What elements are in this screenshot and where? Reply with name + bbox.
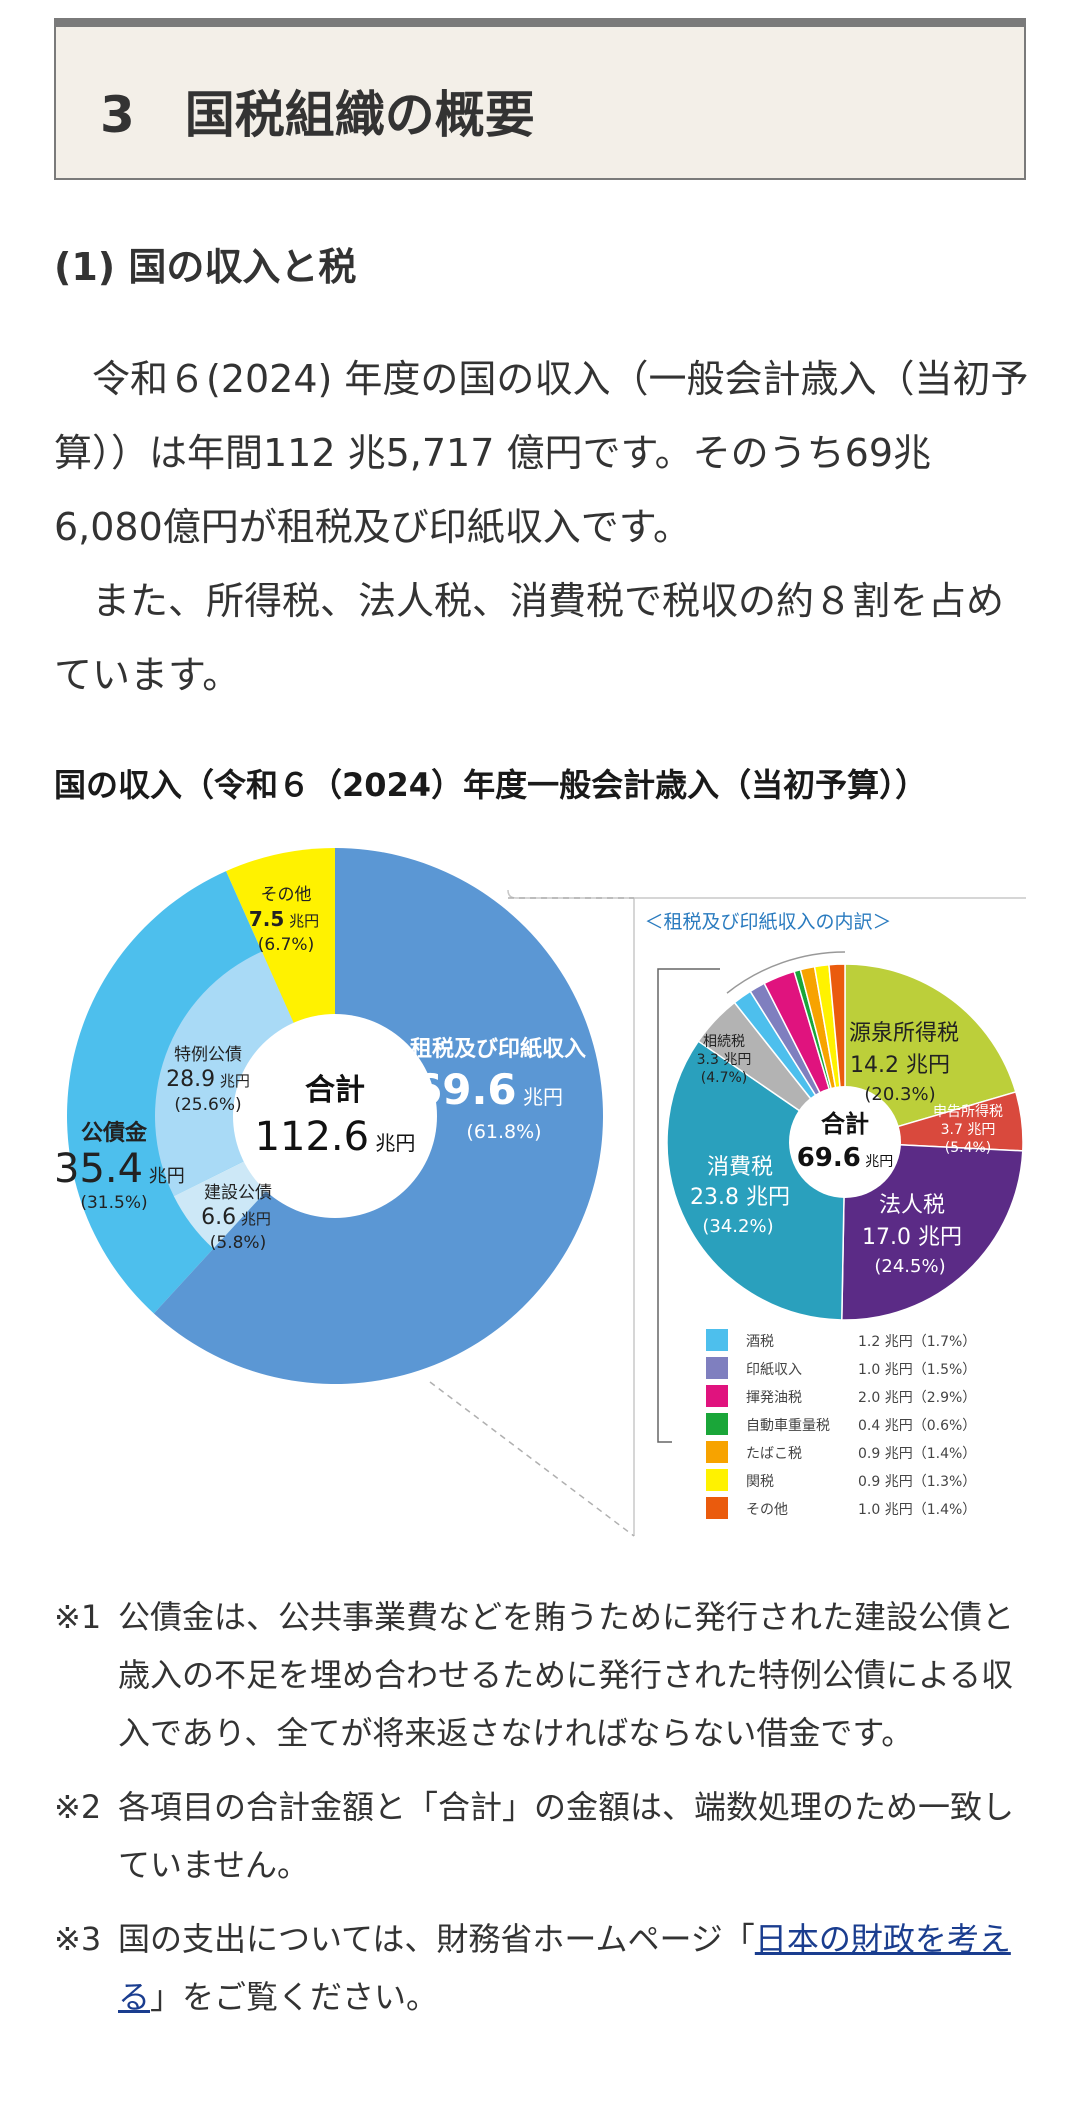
intro-paragraph-2: また、所得税、法人税、消費税で税収の約８割を占めています。: [54, 579, 1005, 697]
pie1-total-unit: 兆円: [369, 1131, 415, 1155]
note-2: ※2 各項目の合計金額と「合計」の金額は、端数処理のため一致していません。: [54, 1778, 1044, 1894]
legend-name-7: その他: [746, 1502, 788, 1518]
label-tax-stamp-name: 租税及び印紙収入: [410, 1036, 586, 1062]
legend-name-2: 印紙収入: [746, 1362, 802, 1378]
label-self-assessed-name: 申告所得税: [933, 1103, 1003, 1120]
label-self-assessed-value: 3.7 兆円: [941, 1122, 996, 1138]
breakdown-slice-1: [844, 963, 1017, 1144]
label-consumption-pct: (34.2%): [702, 1216, 773, 1237]
legend-swatch-2: [706, 1357, 728, 1379]
label-public-bonds-pct: (31.5%): [80, 1193, 147, 1213]
label-deficit-bonds-unit: 兆円: [215, 1072, 250, 1090]
legend-value-1: 1.2 兆円（1.7%）: [858, 1334, 976, 1350]
note-3-number: ※3: [54, 1920, 102, 1958]
note-1: ※1 公債金は、公共事業費などを賄うために発行された建設公債と歳入の不足を埋め合…: [54, 1588, 1044, 1762]
pie2-total-unit: 兆円: [861, 1154, 893, 1170]
section-title: 3 国税組織の概要: [100, 86, 535, 144]
section-header: 3 国税組織の概要: [54, 18, 1026, 180]
legend-value-3: 2.0 兆円（2.9%）: [858, 1390, 976, 1406]
legend-value-4: 0.4 兆円（0.6%）: [858, 1418, 976, 1434]
pie2-subtitle: ＜租税及び印紙収入の内訳＞: [644, 911, 891, 933]
notes: ※1 公債金は、公共事業費などを賄うために発行された建設公債と歳入の不足を埋め合…: [54, 1588, 1044, 2042]
label-corporate-pct: (24.5%): [874, 1256, 945, 1277]
intro-text: 令和６(2024) 年度の国の収入（一般会計歳入（当初予算））は年間112 兆5…: [54, 342, 1034, 712]
pie2-hole: [789, 1086, 901, 1198]
pie1-total-title: 合計: [305, 1073, 365, 1108]
label-consumption-value: 23.8 兆円: [690, 1185, 790, 1210]
label-deficit-bonds-pct: (25.6%): [174, 1095, 241, 1115]
legend-swatch-3: [706, 1385, 728, 1407]
label-withholding-pct: (20.3%): [864, 1084, 935, 1105]
label-inheritance-value: 3.3 兆円: [697, 1052, 752, 1068]
legend-name-3: 揮発油税: [746, 1390, 802, 1406]
legend-name-4: 自動車重量税: [746, 1417, 830, 1434]
legend-value-6: 0.9 兆円（1.3%）: [858, 1474, 976, 1490]
label-tax-stamp-pct: (61.8%): [466, 1121, 541, 1143]
legend-swatch-4: [706, 1413, 728, 1435]
legend-name-6: 関税: [746, 1474, 774, 1490]
label-construction-bonds-name: 建設公債: [204, 1183, 272, 1203]
label-other-pct: (6.7%): [258, 935, 314, 955]
mof-finance-link[interactable]: 日本の財政を考える: [118, 1920, 1011, 2016]
label-corporate-value: 17.0 兆円: [862, 1225, 962, 1250]
pie2-total-title: 合計: [821, 1110, 869, 1138]
chart-heading: 国の収入（令和６（2024）年度一般会計歳入（当初予算））: [54, 766, 928, 804]
legend-value-5: 0.9 兆円（1.4%）: [858, 1446, 976, 1462]
zoom-box-top-border: [507, 889, 1026, 899]
label-inheritance-pct: (4.7%): [701, 1070, 748, 1086]
label-construction-bonds-pct: (5.8%): [210, 1233, 266, 1253]
legend-value-2: 1.0 兆円（1.5%）: [858, 1362, 976, 1378]
label-other-value: 7.5 兆円: [249, 907, 319, 931]
note-3-text-before: 国の支出については、財務省ホームページ「: [118, 1920, 755, 1958]
small-slices-arc: [726, 951, 846, 994]
small-slices-bracket: [657, 968, 720, 1443]
legend-swatch-6: [706, 1469, 728, 1491]
subsection-title: (1) 国の収入と税: [54, 245, 357, 289]
label-public-bonds-unit: 兆円: [143, 1166, 185, 1187]
pie1-hole: [233, 1014, 437, 1218]
label-tax-stamp-unit: 兆円: [517, 1085, 563, 1109]
label-deficit-bonds-name: 特例公債: [174, 1045, 242, 1065]
legend-swatch-1: [706, 1329, 728, 1351]
label-other-name: その他: [261, 885, 312, 905]
legend-value-7: 1.0 兆円（1.4%）: [858, 1502, 976, 1518]
note-3: ※3 国の支出については、財務省ホームページ「日本の財政を考える」をご覧ください…: [54, 1910, 1044, 2026]
label-public-bonds-name: 公債金: [81, 1120, 148, 1146]
label-withholding-name: 源泉所得税: [849, 1021, 959, 1046]
note-1-number: ※1: [54, 1598, 102, 1636]
breakdown-slice-4: [666, 1040, 846, 1321]
label-deficit-bonds-value: 28.9 兆円: [166, 1067, 250, 1092]
label-construction-bonds-value: 6.6 兆円: [201, 1205, 271, 1230]
label-construction-bonds-unit: 兆円: [236, 1210, 271, 1228]
legend-swatch-5: [706, 1441, 728, 1463]
intro-paragraph-1: 令和６(2024) 年度の国の収入（一般会計歳入（当初予算））は年間112 兆5…: [54, 357, 1029, 549]
label-other-unit: 兆円: [284, 912, 319, 930]
zoom-connector-bottom: [429, 1381, 635, 1537]
label-corporate-name: 法人税: [879, 1193, 945, 1218]
label-consumption-name: 消費税: [707, 1155, 773, 1180]
note-3-text: 国の支出については、財務省ホームページ「日本の財政を考える」をご覧ください。: [118, 1910, 1044, 2026]
note-2-text: 各項目の合計金額と「合計」の金額は、端数処理のため一致していません。: [118, 1788, 1015, 1884]
legend-name-1: 酒税: [746, 1334, 774, 1350]
note-2-number: ※2: [54, 1788, 102, 1826]
label-self-assessed-pct: (5.4%): [945, 1140, 992, 1156]
legend-name-5: たばこ税: [746, 1446, 802, 1462]
legend-swatch-7: [706, 1497, 728, 1519]
label-withholding-value: 14.2 兆円: [850, 1053, 950, 1078]
note-1-text: 公債金は、公共事業費などを賄うために発行された建設公債と歳入の不足を埋め合わせる…: [118, 1598, 1015, 1752]
breakdown-slice-3: [841, 1141, 1024, 1321]
label-inheritance-name: 相続税: [703, 1033, 745, 1050]
note-3-text-after: 」をご覧ください。: [150, 1978, 439, 2016]
